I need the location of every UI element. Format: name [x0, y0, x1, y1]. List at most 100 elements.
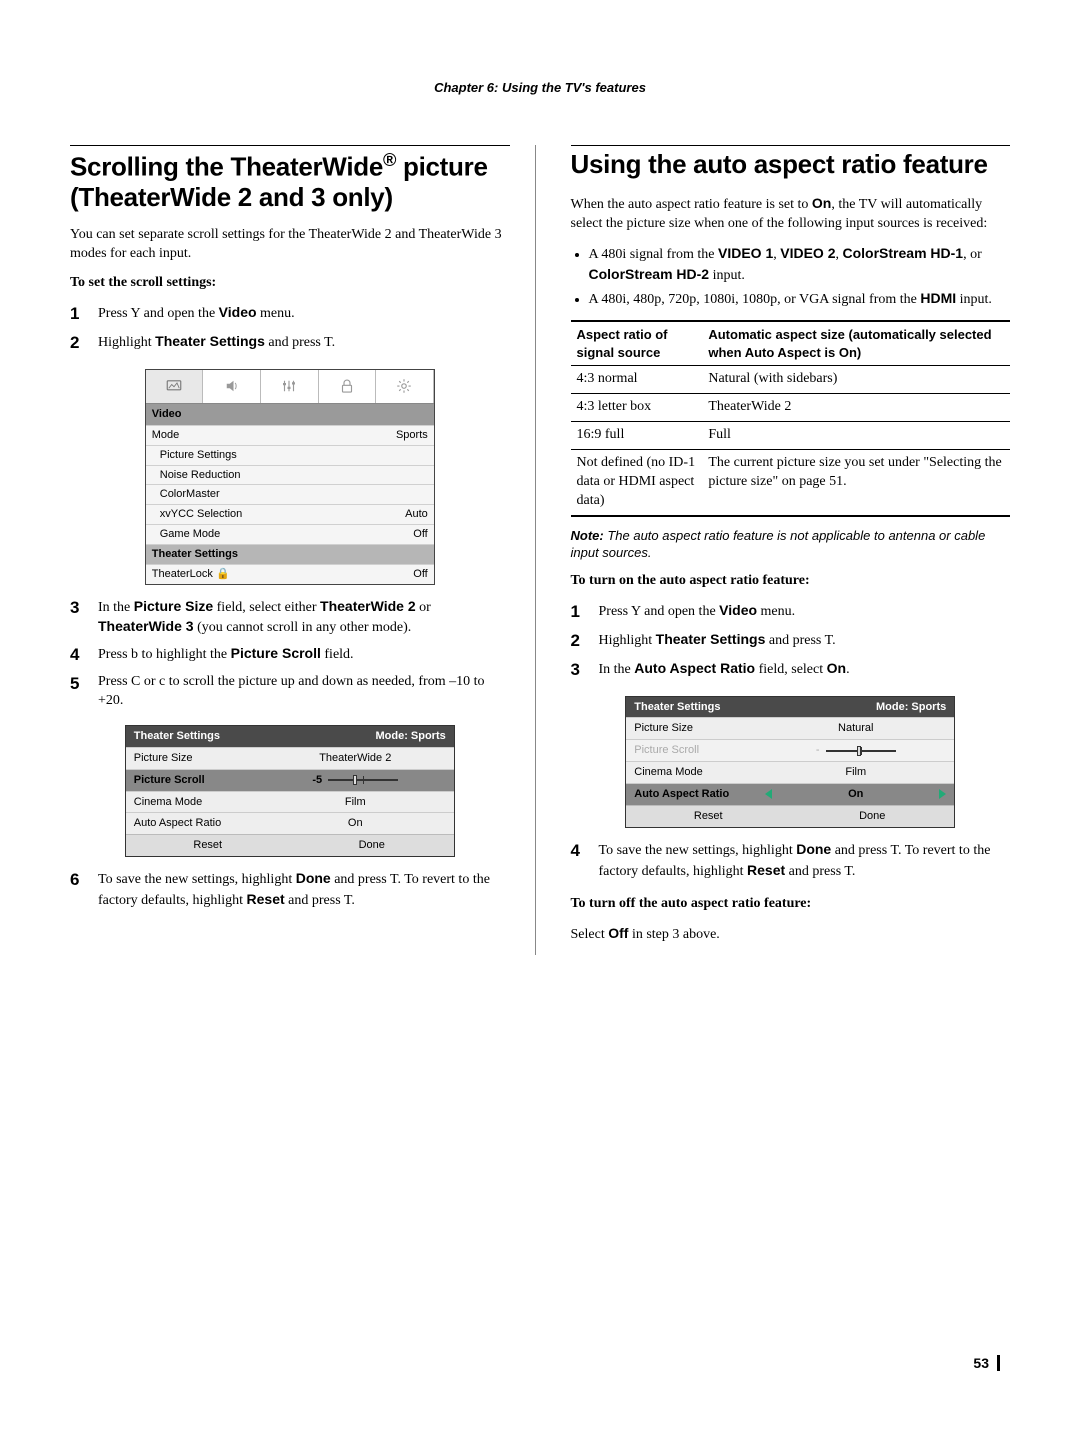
left-step-2: 2 Highlight Theater Settings and press T… [70, 332, 510, 355]
step-text: In the [599, 662, 635, 677]
ts-row: Picture SizeNatural [626, 717, 954, 739]
left-step-5: 5 Press C or c to scroll the picture up … [70, 673, 510, 711]
bullet-1: A 480i signal from the VIDEO 1, VIDEO 2,… [589, 244, 1011, 286]
ts-panel-footer: Reset Done [126, 834, 454, 856]
ts-panel-footer: Reset Done [626, 805, 954, 827]
step-body: Press b to highlight the Picture Scroll … [98, 644, 510, 665]
ts-row: Auto Aspect RatioOn [126, 812, 454, 834]
ts-panel-header: Theater Settings Mode: Sports [626, 697, 954, 718]
step-bold: Auto Aspect Ratio [634, 660, 755, 676]
step-text: menu. [257, 306, 295, 321]
step-body: Highlight Theater Settings and press T. [599, 630, 1011, 651]
step-text: Press b to highlight the [98, 647, 231, 662]
step-number: 5 [70, 673, 98, 696]
step-body: Highlight Theater Settings and press T. [98, 332, 510, 353]
bullet-text: A 480i, 480p, 720p, 1080i, 1080p, or VGA… [589, 292, 921, 307]
right-step-3: 3 In the Auto Aspect Ratio field, select… [571, 659, 1011, 682]
bullet-bold: VIDEO 2 [780, 245, 835, 261]
step-text: To save the new settings, highlight [599, 843, 797, 858]
step-text: (you cannot scroll in any other mode). [194, 620, 412, 635]
right-intro: When the auto aspect ratio feature is se… [571, 194, 1011, 234]
step-bold: Theater Settings [155, 333, 265, 349]
intro-text: When the auto aspect ratio feature is se… [571, 197, 812, 212]
ts-mode: Mode: Sports [375, 729, 445, 744]
ts-panel-rows: Picture SizeTheaterWide 2Picture Scroll-… [126, 747, 454, 834]
step-bold: Video [719, 602, 757, 618]
title-text-pre: Scrolling the TheaterWide [70, 152, 383, 182]
video-menu-row: xvYCC SelectionAuto [146, 504, 434, 524]
tab-settings-icon [261, 370, 319, 403]
left-step-6: 6 To save the new settings, highlight Do… [70, 869, 510, 911]
note-label: Note: [571, 528, 604, 543]
tab-picture-icon [146, 370, 204, 403]
step-body: To save the new settings, highlight Done… [599, 840, 1011, 882]
video-menu-tabs [146, 370, 434, 404]
bullet-text: , or [963, 247, 982, 262]
step-number: 4 [571, 840, 599, 863]
step-bold: Theater Settings [656, 631, 766, 647]
ts-title: Theater Settings [634, 700, 720, 715]
ts-row: Picture SizeTheaterWide 2 [126, 747, 454, 769]
step-text: and press T. [785, 864, 855, 879]
left-step-1: 1 Press Y and open the Video menu. [70, 303, 510, 326]
step-number: 3 [571, 659, 599, 682]
bullet-text: A 480i signal from the [589, 247, 719, 262]
ts-row: Picture Scroll- [626, 739, 954, 761]
bullet-bold: HDMI [920, 290, 956, 306]
step-text: and press T. [265, 335, 335, 350]
video-menu-row: Noise Reduction [146, 465, 434, 485]
step-bold: Reset [247, 891, 285, 907]
ts-panel-header: Theater Settings Mode: Sports [126, 726, 454, 747]
step-text: and press T. [765, 633, 835, 648]
step-text: Press Y and open the [599, 604, 720, 619]
off-text: in step 3 above. [628, 927, 719, 942]
step-bold: Reset [747, 862, 785, 878]
video-menu-row: TheaterLock 🔒Off [146, 564, 434, 584]
right-steps-2: 4 To save the new settings, highlight Do… [571, 840, 1011, 882]
step-bold: Picture Scroll [231, 645, 321, 661]
left-column: Scrolling the TheaterWide® picture (Thea… [70, 145, 536, 955]
turn-off-body: Select Off in step 3 above. [571, 924, 1011, 945]
step-text: To save the new settings, highlight [98, 872, 296, 887]
ts-title: Theater Settings [134, 729, 220, 744]
aspect-ratio-table: Aspect ratio of signal source Automatic … [571, 320, 1011, 516]
done-button: Done [290, 835, 454, 856]
left-step-4: 4 Press b to highlight the Picture Scrol… [70, 644, 510, 667]
step-bold: TheaterWide 3 [98, 618, 194, 634]
left-section-title: Scrolling the TheaterWide® picture (Thea… [70, 145, 510, 212]
step-text: menu. [757, 604, 795, 619]
step-number: 4 [70, 644, 98, 667]
table-header-2: Automatic aspect size (automatically sel… [702, 321, 1010, 366]
off-text: Select [571, 927, 609, 942]
left-steps-1: 1 Press Y and open the Video menu. 2 Hig… [70, 303, 510, 355]
ts-panel-rows: Picture SizeNaturalPicture Scroll-Cinema… [626, 717, 954, 804]
step-body: In the Auto Aspect Ratio field, select O… [599, 659, 1011, 680]
note-body: The auto aspect ratio feature is not app… [571, 528, 986, 561]
step-number: 1 [571, 601, 599, 624]
theater-settings-panel-1: Theater Settings Mode: Sports Picture Si… [125, 725, 455, 857]
step-text: Highlight [98, 335, 155, 350]
right-step-4: 4 To save the new settings, highlight Do… [571, 840, 1011, 882]
bullet-text: input. [709, 268, 745, 283]
ts-row: Picture Scroll-5 [126, 769, 454, 791]
video-menu-row: ModeSports [146, 425, 434, 445]
video-menu-row: ColorMaster [146, 484, 434, 504]
reset-button: Reset [626, 806, 790, 827]
step-bold: On [827, 660, 846, 676]
table-row: Not defined (no ID-1 data or HDMI aspect… [571, 450, 1011, 516]
bullet-bold: ColorStream HD-1 [843, 245, 964, 261]
ts-row: Cinema ModeFilm [626, 761, 954, 783]
bullet-2: A 480i, 480p, 720p, 1080i, 1080p, or VGA… [589, 289, 1011, 310]
tab-setup-icon [376, 370, 434, 403]
bullet-text: input. [956, 292, 992, 307]
step-text: and press T. [285, 893, 355, 908]
step-text: Highlight [599, 633, 656, 648]
video-menu-row: Picture Settings [146, 445, 434, 465]
step-text: Press Y and open the [98, 306, 219, 321]
step-bold: Done [796, 841, 831, 857]
video-menu-row: Theater Settings [146, 544, 434, 564]
video-menu-rows: ModeSportsPicture SettingsNoise Reductio… [146, 425, 434, 584]
note-paragraph: Note: The auto aspect ratio feature is n… [571, 527, 1011, 562]
step-text: field, select [755, 662, 827, 677]
ts-row: Auto Aspect RatioOn [626, 783, 954, 805]
